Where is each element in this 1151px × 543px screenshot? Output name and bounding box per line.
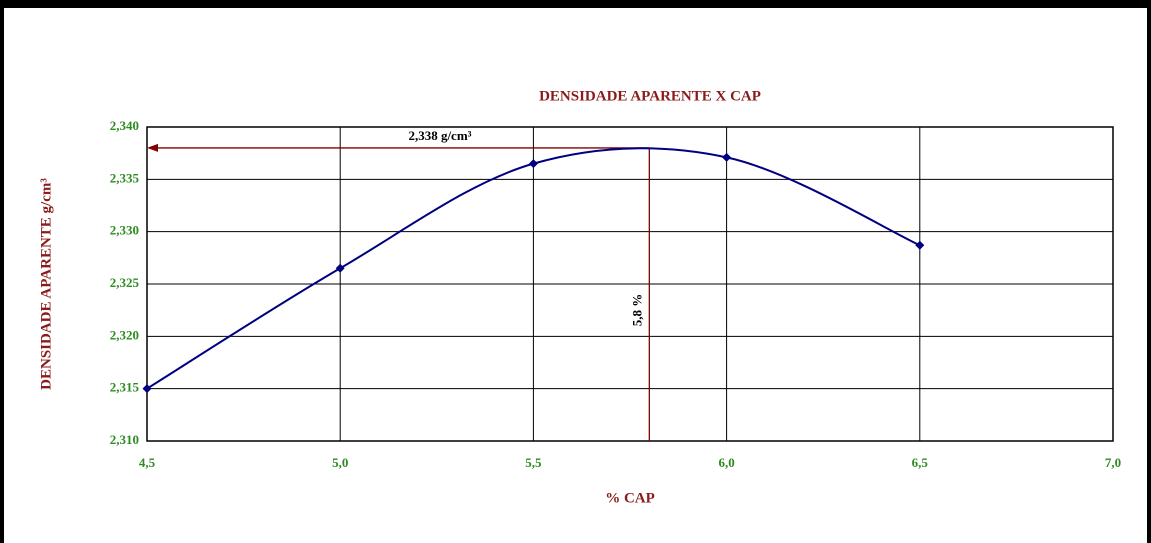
x-axis-label: % CAP — [605, 490, 655, 506]
x-tick-label: 4,5 — [139, 455, 156, 470]
x-tick-label: 6,0 — [718, 455, 734, 470]
point-marker — [142, 384, 152, 394]
x-tick-label: 7,0 — [1105, 455, 1121, 470]
arrowhead — [147, 143, 158, 152]
y-tick-label: 2,325 — [110, 275, 140, 290]
frame-top — [0, 0, 1151, 8]
y-tick-label: 2,320 — [110, 327, 139, 342]
frame-left — [0, 0, 4, 543]
frame-right — [1147, 0, 1151, 543]
y-tick-label: 2,330 — [110, 223, 139, 238]
y-tick-label: 2,340 — [110, 118, 139, 133]
x-tick-label: 6,5 — [912, 455, 929, 470]
y-axis-label: DENSIDADE APARENTE g/cm³ — [38, 178, 54, 390]
x-tick-label: 5,5 — [525, 455, 542, 470]
point-marker — [528, 159, 538, 169]
optimum-y-label: 2,338 g/cm³ — [408, 128, 471, 143]
x-tick-label: 5,0 — [332, 455, 348, 470]
y-tick-label: 2,315 — [110, 380, 140, 395]
y-tick-label: 2,310 — [110, 432, 139, 447]
point-marker — [722, 152, 732, 162]
optimum-x-label: 5,8 % — [629, 294, 644, 327]
point-marker — [335, 263, 345, 273]
chart-title: DENSIDADE APARENTE X CAP — [539, 88, 761, 104]
point-marker — [915, 240, 925, 250]
plot-border — [146, 126, 1114, 442]
y-tick-label: 2,335 — [110, 170, 140, 185]
